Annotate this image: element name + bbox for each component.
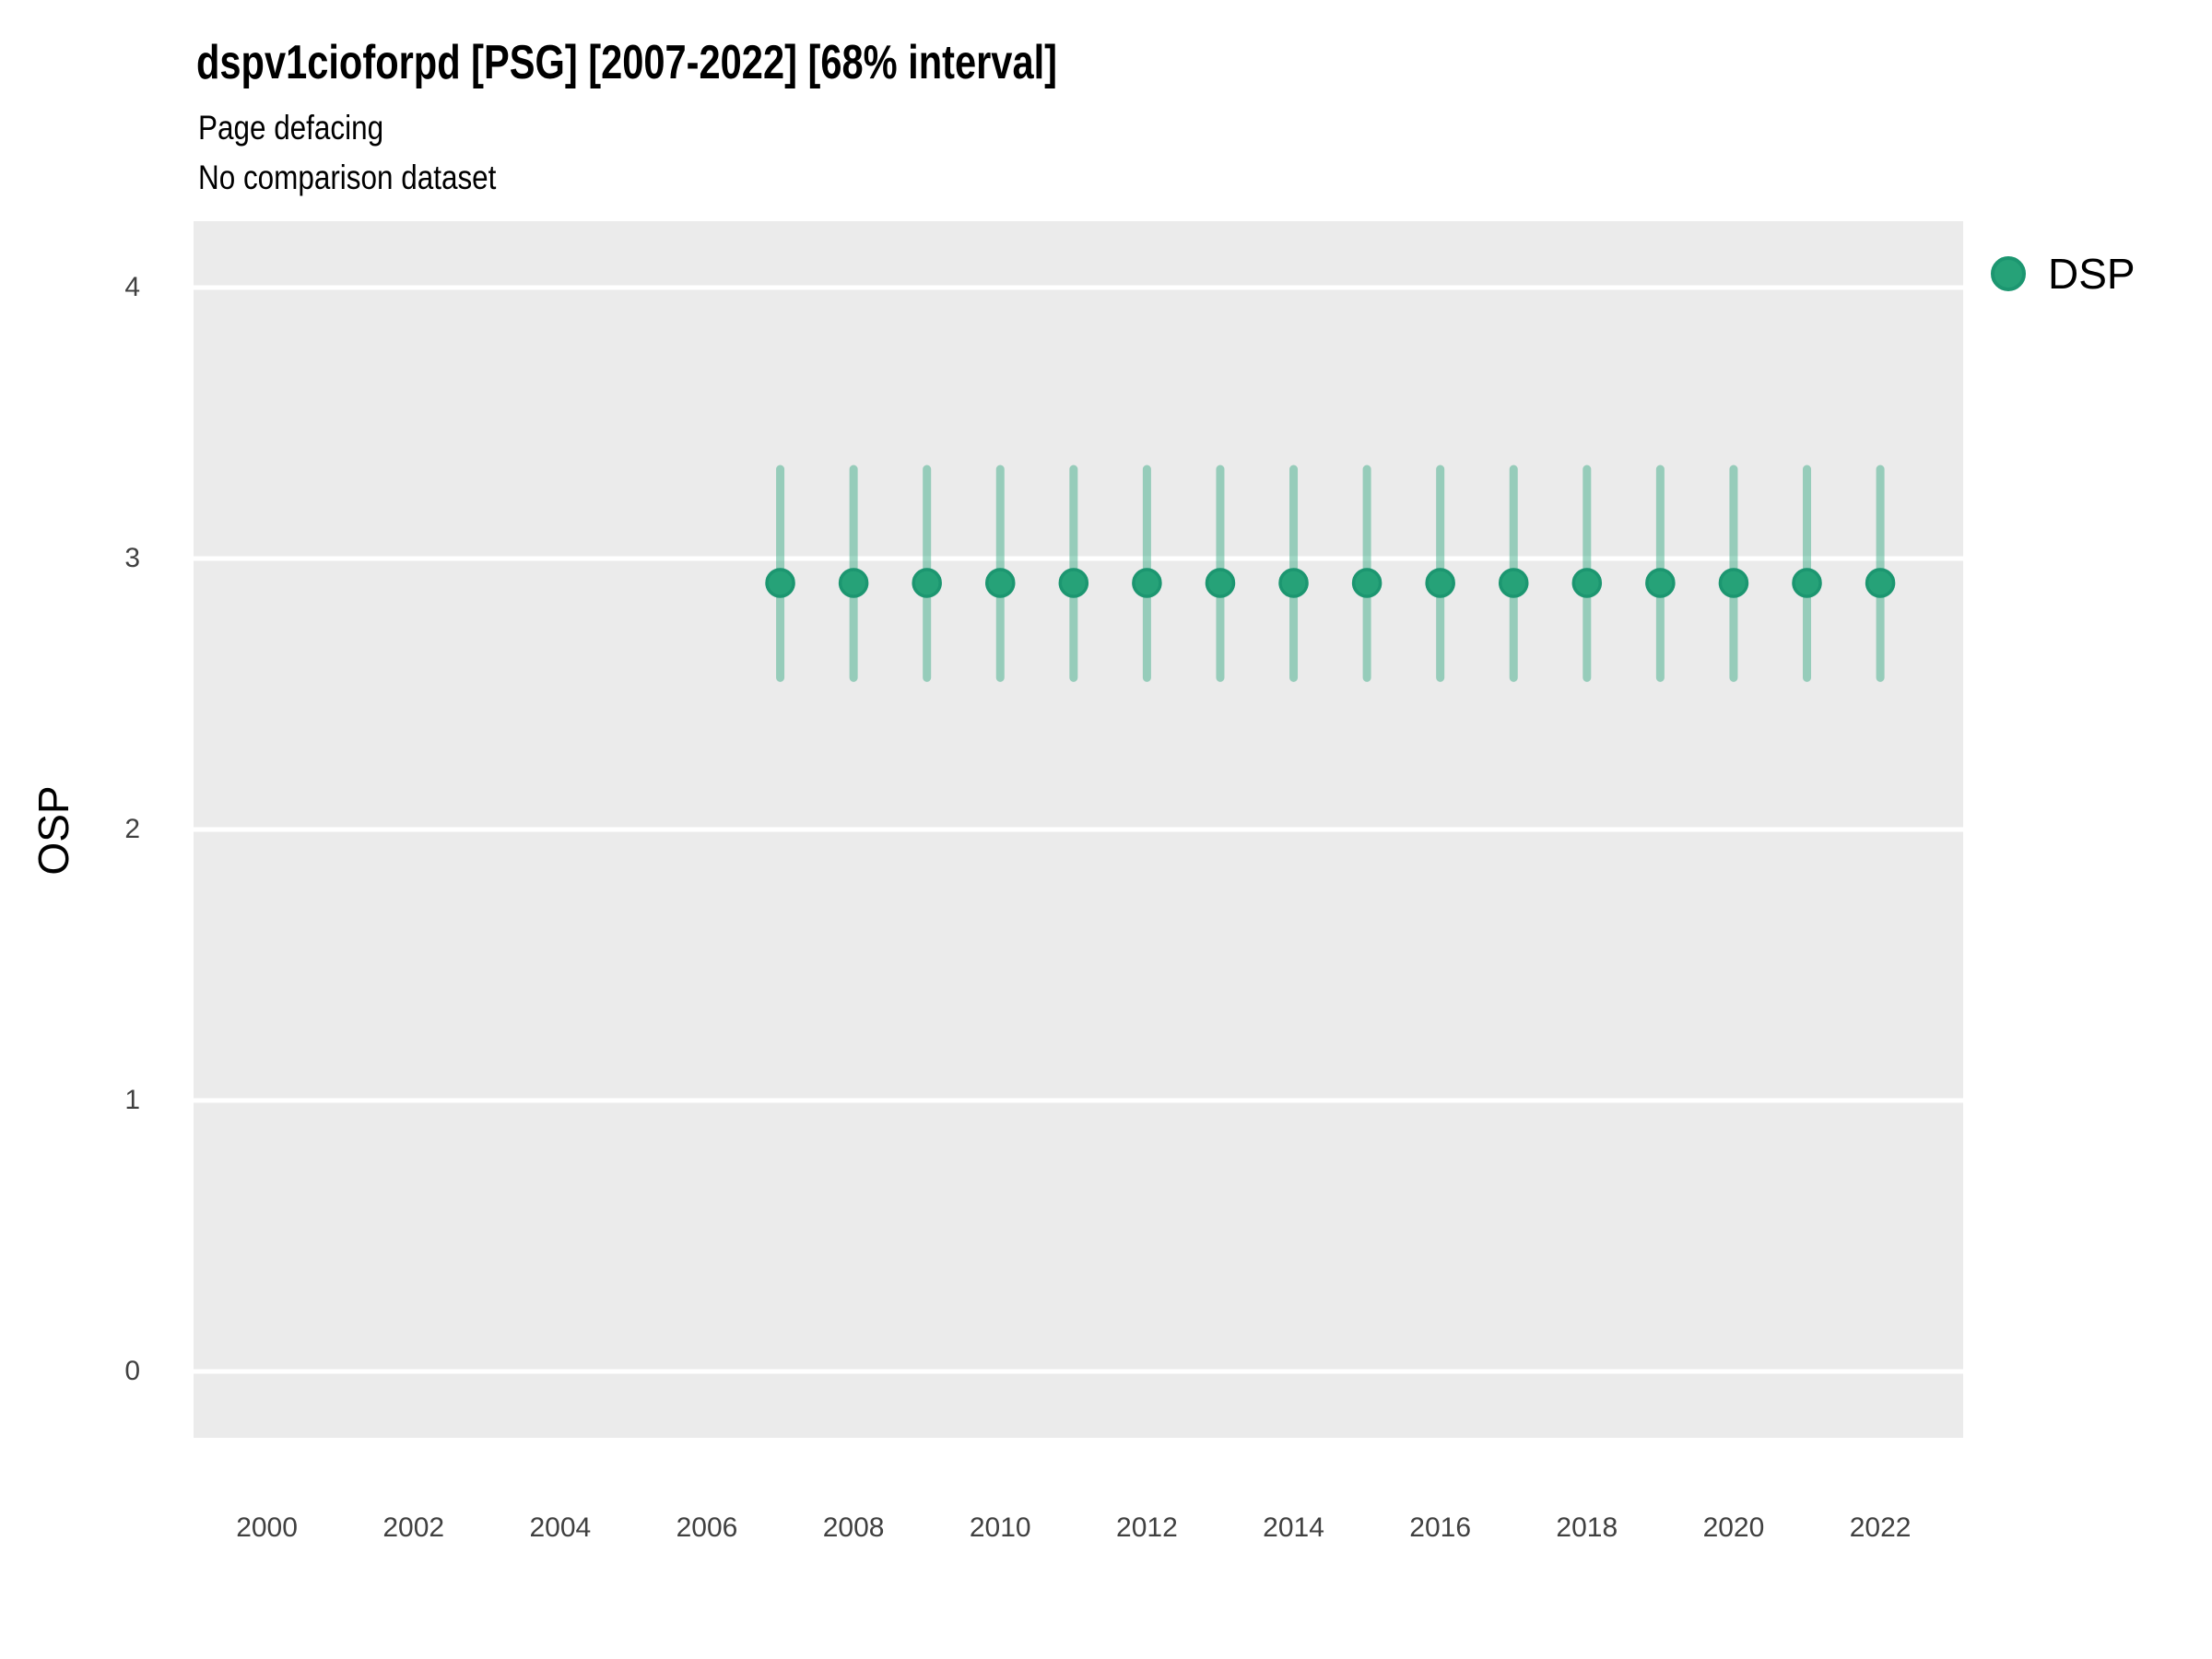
y-tick-label-3: 3	[124, 543, 140, 573]
data-point-2018	[1571, 568, 1603, 598]
data-point-2008	[838, 568, 869, 598]
data-point-2011	[1058, 568, 1089, 598]
x-tick-label-2002: 2002	[382, 1512, 445, 1543]
data-point-2020	[1718, 568, 1749, 598]
plot-panel	[194, 221, 1963, 1438]
data-point-2012	[1132, 568, 1162, 598]
x-tick-label-2014: 2014	[1263, 1512, 1324, 1543]
legend: DSP	[1991, 249, 2136, 299]
x-tick-label-2006: 2006	[676, 1512, 738, 1543]
y-tick-label-4: 4	[124, 272, 140, 303]
data-point-2007	[765, 568, 795, 598]
x-tick-label-2008: 2008	[822, 1512, 885, 1543]
x-tick-label-2016: 2016	[1409, 1512, 1472, 1543]
x-tick-label-2012: 2012	[1116, 1512, 1178, 1543]
x-tick-label-2020: 2020	[1702, 1512, 1765, 1543]
chart-subtitle-line-2: No comparison dataset	[198, 159, 497, 196]
data-point-2015	[1351, 568, 1382, 598]
data-point-2010	[985, 568, 1016, 598]
x-tick-label-2022: 2022	[1849, 1512, 1912, 1543]
data-point-2009	[912, 568, 942, 598]
x-tick-label-2010: 2010	[969, 1512, 1031, 1543]
data-point-2016	[1425, 568, 1455, 598]
data-point-2013	[1205, 568, 1236, 598]
legend-point-icon	[1991, 256, 2026, 291]
data-point-2021	[1792, 568, 1822, 598]
x-tick-label-2004: 2004	[529, 1512, 592, 1543]
data-point-2022	[1865, 568, 1896, 598]
x-tick-label-2000: 2000	[236, 1512, 298, 1543]
y-tick-label-1: 1	[124, 1084, 140, 1115]
y-tick-label-2: 2	[124, 814, 140, 844]
y-tick-label-0: 0	[124, 1355, 140, 1386]
data-point-2019	[1645, 568, 1676, 598]
x-tick-label-2018: 2018	[1556, 1512, 1618, 1543]
data-point-2014	[1278, 568, 1309, 598]
data-point-2017	[1498, 568, 1529, 598]
plot-area	[194, 285, 1963, 1374]
chart-subtitle-line-1: Page defacing	[198, 109, 384, 147]
legend-label: DSP	[2048, 250, 2136, 298]
chart-title: dspv1cioforpd [PSG] [2007-2022] [68% int…	[196, 36, 1057, 89]
